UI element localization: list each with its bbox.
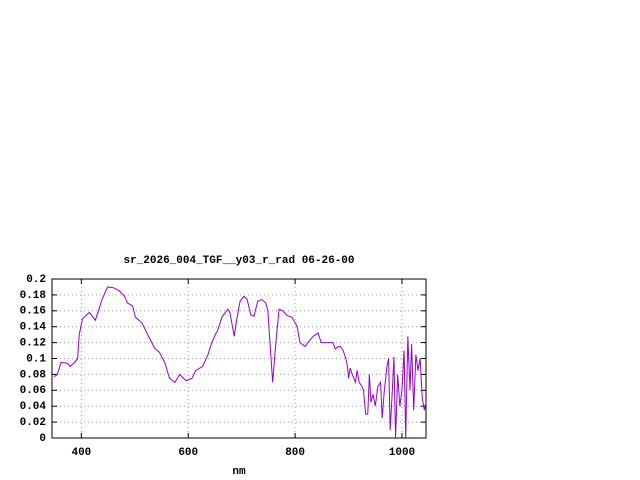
y-tick-label: 0.16	[20, 306, 46, 318]
x-tick-label: 600	[178, 447, 198, 459]
y-tick-label: 0.14	[20, 322, 47, 334]
y-tick-label: 0.1	[26, 353, 46, 365]
y-tick-label: 0.02	[20, 417, 46, 429]
y-tick-label: 0	[39, 433, 46, 445]
x-tick-label: 1000	[389, 447, 415, 459]
y-tick-label: 0.18	[20, 290, 47, 302]
x-tick-label: 800	[285, 447, 305, 459]
y-tick-label: 0.08	[20, 369, 47, 381]
chart-title: sr_2026_004_TGF__y03_r_rad 06-26-00	[123, 255, 354, 267]
plot-frame	[51, 278, 427, 439]
y-tick-label: 0.06	[20, 385, 46, 397]
data-line	[53, 286, 427, 439]
y-tick-label: 0.04	[20, 401, 47, 413]
y-tick-label: 0.2	[26, 274, 46, 286]
x-axis-label: nm	[232, 466, 246, 478]
y-tick-label: 0.12	[20, 338, 46, 350]
x-tick-label: 400	[71, 447, 91, 459]
